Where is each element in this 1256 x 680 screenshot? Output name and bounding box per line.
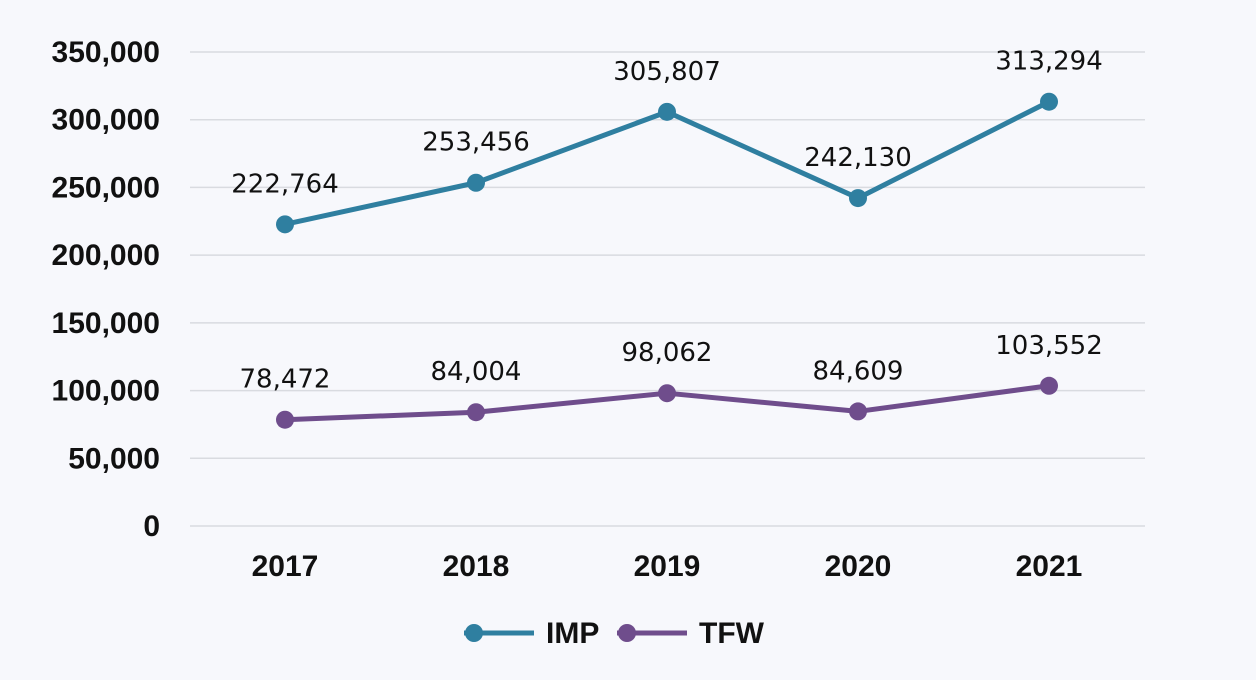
y-tick-label: 250,000 <box>52 171 160 204</box>
legend-label: TFW <box>699 617 765 650</box>
data-label: 305,807 <box>613 57 721 87</box>
series-imp: 222,764 253,456 305,807 242,130 313,294 <box>231 47 1103 234</box>
data-point <box>849 189 867 208</box>
data-label: 253,456 <box>422 128 530 158</box>
data-point <box>467 173 485 192</box>
data-point <box>658 102 676 121</box>
series-tfw: 78,472 84,004 98,062 84,609 103,552 <box>240 331 1103 429</box>
x-axis-ticks: 2017 2018 2019 2020 2021 <box>252 550 1083 583</box>
data-point <box>276 215 294 234</box>
y-tick-label: 200,000 <box>52 239 160 272</box>
data-label: 98,062 <box>622 338 713 368</box>
data-label: 84,609 <box>813 356 904 386</box>
data-label: 103,552 <box>995 331 1103 361</box>
legend-item-imp: IMP <box>464 617 599 650</box>
data-point <box>849 402 867 421</box>
y-tick-label: 350,000 <box>52 36 160 69</box>
y-tick-label: 150,000 <box>52 307 160 340</box>
data-label: 222,764 <box>231 169 339 199</box>
y-tick-label: 300,000 <box>52 104 160 137</box>
x-tick-label: 2021 <box>1016 550 1083 583</box>
y-tick-label: 100,000 <box>52 375 160 408</box>
data-point <box>1040 92 1058 111</box>
y-axis-ticks: 0 50,000 100,000 150,000 200,000 250,000 300,0… <box>52 36 160 543</box>
legend-label: IMP <box>546 617 599 650</box>
y-tick-label: 0 <box>143 510 160 543</box>
data-point <box>276 410 294 429</box>
legend-item-tfw: TFW <box>617 617 765 650</box>
series-layer: 222,764 253,456 305,807 242,130 313,294 78,47… <box>231 47 1103 429</box>
data-label: 313,294 <box>995 47 1103 77</box>
data-label: 242,130 <box>804 143 912 173</box>
data-point <box>1040 376 1058 395</box>
data-point <box>658 384 676 403</box>
x-tick-label: 2017 <box>252 550 319 583</box>
x-tick-label: 2020 <box>825 550 892 583</box>
x-tick-label: 2018 <box>443 550 510 583</box>
legend-marker <box>465 624 483 642</box>
x-tick-label: 2019 <box>634 550 701 583</box>
legend: IMP TFW <box>464 617 765 650</box>
y-tick-label: 50,000 <box>68 442 160 475</box>
data-point <box>467 403 485 422</box>
data-label: 78,472 <box>240 365 331 395</box>
legend-marker <box>618 624 636 642</box>
data-label: 84,004 <box>431 357 522 387</box>
